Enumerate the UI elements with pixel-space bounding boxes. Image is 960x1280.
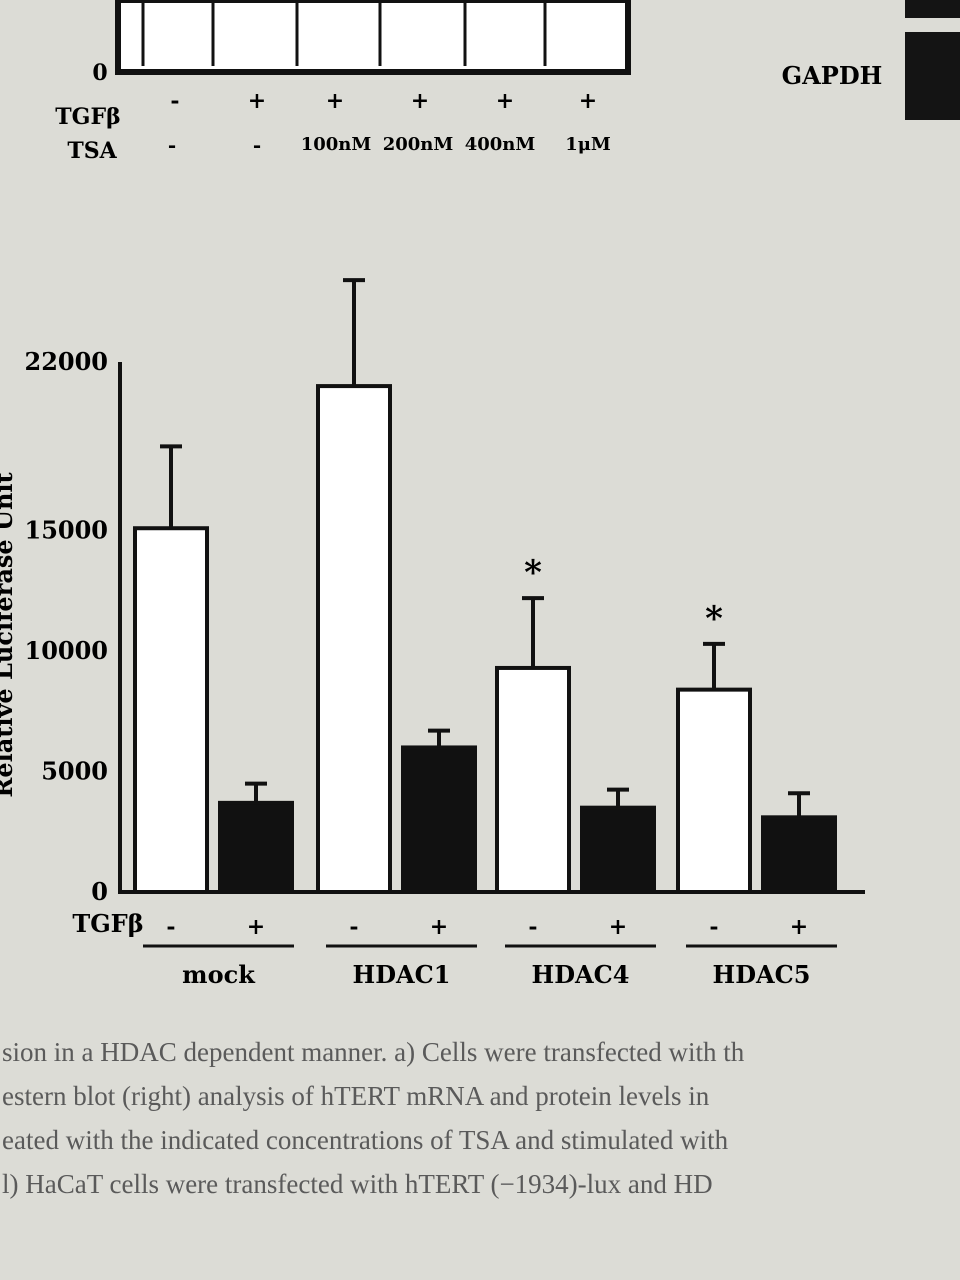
tsa-value: - [168,133,176,157]
treatment-label: - [528,914,537,940]
figure-svg: 0 TGFβ TSA - + + + + + - - 100nM 200nM 4… [0,0,960,989]
tsa-value: 1μM [565,134,611,155]
blot-band-top [905,0,960,18]
tsa-value: 100nM [301,134,372,155]
figure-caption: sion in a HDAC dependent manner. a) Cell… [0,1030,960,1260]
bar [218,800,294,895]
bar [316,384,392,894]
category-label: HDAC1 [353,960,451,989]
tsa-row-label: TSA [67,138,117,164]
tsa-value: - [253,133,261,157]
bar [580,805,656,895]
gapdh-label: GAPDH [782,61,883,90]
tsa-value: 200nM [383,134,454,155]
caption-line: sion in a HDAC dependent manner. a) Cell… [2,1037,745,1067]
bar [133,526,209,895]
tgfb-value: + [496,88,514,114]
bar [495,665,571,894]
treatment-label: + [247,914,265,940]
treatment-label: + [790,914,808,940]
bar [676,687,752,894]
tgfb-value: + [579,88,597,114]
y-tick-label: 22000 [25,347,109,376]
y-tick-label: 15000 [25,516,109,545]
top-y-zero-label: 0 [92,60,107,86]
top-panel: 0 TGFβ TSA - + + + + + - - 100nM 200nM 4… [55,0,960,164]
bar [401,745,477,894]
treatment-label: - [349,914,358,940]
caption-line: estern blot (right) analysis of hTERT mR… [2,1081,710,1111]
bar [761,815,837,894]
y-tick-labels: 0 5000 10000 15000 22000 [25,347,109,906]
x-axis-labels: TGFβ - +mock- +HDAC1- +HDAC4- +HDAC5 [72,909,837,989]
tgfb-value: - [170,88,179,114]
treatment-label: + [430,914,448,940]
tgfb-row-label: TGFβ [55,104,120,130]
significance-marker: * [524,553,542,593]
top-bars-remnant [115,0,631,75]
category-label: mock [182,960,256,989]
significance-marker: * [705,599,723,639]
x-row-label: TGFβ [72,909,143,938]
caption-line: l) HaCaT cells were transfected with hTE… [2,1169,713,1199]
category-label: HDAC4 [532,960,630,989]
tgfb-value: + [248,88,266,114]
treatment-label: + [609,914,627,940]
tsa-value: 400nM [465,134,536,155]
caption-line: eated with the indicated concentrations … [2,1125,729,1155]
bars: ** [133,278,837,895]
tgfb-value: + [326,88,344,114]
treatment-label: - [709,914,718,940]
y-tick-label: 5000 [41,757,108,786]
y-tick-label: 10000 [25,636,109,665]
gapdh-blot-band [905,32,960,120]
y-axis-label: Relative Luciferase Unit [0,472,18,797]
bar-chart: Relative Luciferase Unit 0 5000 10000 15000… [0,278,865,989]
tgfb-value: + [411,88,429,114]
y-tick-label: 0 [91,877,108,906]
treatment-label: - [166,914,175,940]
category-label: HDAC5 [713,960,811,989]
